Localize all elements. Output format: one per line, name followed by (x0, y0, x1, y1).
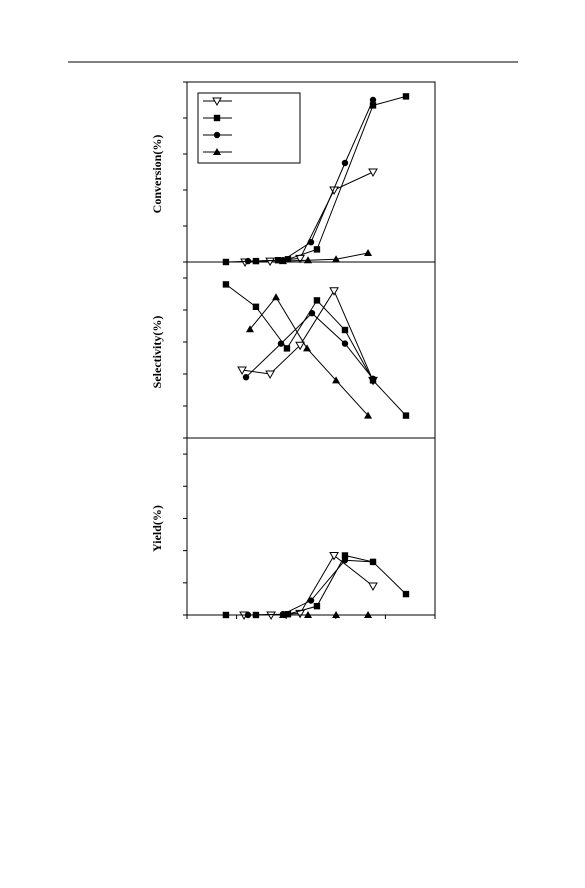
marker (277, 340, 285, 347)
marker (332, 611, 341, 618)
marker (332, 255, 341, 263)
marker (369, 375, 377, 382)
series-line (245, 171, 374, 263)
marker (252, 303, 260, 310)
marker (402, 412, 410, 419)
marker (278, 611, 287, 618)
marker (265, 370, 275, 380)
marker (332, 376, 341, 384)
marker (278, 257, 287, 265)
marker (222, 281, 230, 288)
legend-marker (213, 114, 221, 122)
marker (284, 256, 292, 263)
marker (222, 258, 230, 266)
y-axis-label: Yield(%) (150, 505, 164, 552)
series-line (241, 289, 374, 381)
marker (245, 325, 254, 333)
marker (364, 411, 373, 419)
marker (329, 551, 339, 561)
series-line (282, 252, 369, 262)
marker (266, 611, 276, 621)
marker (222, 611, 230, 619)
legend-marker (212, 97, 222, 107)
marker (368, 582, 378, 592)
series-line (247, 559, 374, 616)
marker (304, 256, 313, 264)
marker (272, 293, 281, 301)
marker (369, 558, 377, 566)
marker (237, 366, 247, 376)
marker (308, 310, 316, 317)
marker (369, 96, 377, 104)
marker (369, 102, 377, 109)
marker (313, 297, 321, 304)
marker (329, 186, 339, 196)
marker (341, 340, 349, 347)
marker (341, 159, 349, 167)
marker (313, 246, 321, 253)
marker (307, 239, 315, 246)
marker (304, 611, 313, 618)
marker (295, 341, 305, 351)
marker (307, 597, 315, 604)
marker (242, 374, 250, 381)
legend-marker (213, 131, 221, 139)
marker (303, 344, 312, 352)
marker (244, 611, 252, 619)
marker (244, 257, 252, 265)
marker (313, 602, 321, 610)
marker (284, 610, 292, 618)
legend-marker (213, 148, 221, 155)
y-axis-label: Selectivity(%) (150, 316, 164, 389)
marker (368, 168, 378, 178)
marker (364, 249, 373, 256)
legend-box (197, 92, 301, 164)
marker (265, 257, 275, 267)
y-axis-label: Conversion(%) (150, 135, 164, 214)
marker (402, 590, 410, 598)
series-line (244, 554, 374, 616)
marker (364, 611, 373, 618)
marker (283, 345, 291, 352)
marker (402, 93, 410, 100)
marker (341, 552, 349, 559)
marker (341, 326, 349, 334)
marker (329, 287, 339, 296)
marker (341, 557, 349, 564)
